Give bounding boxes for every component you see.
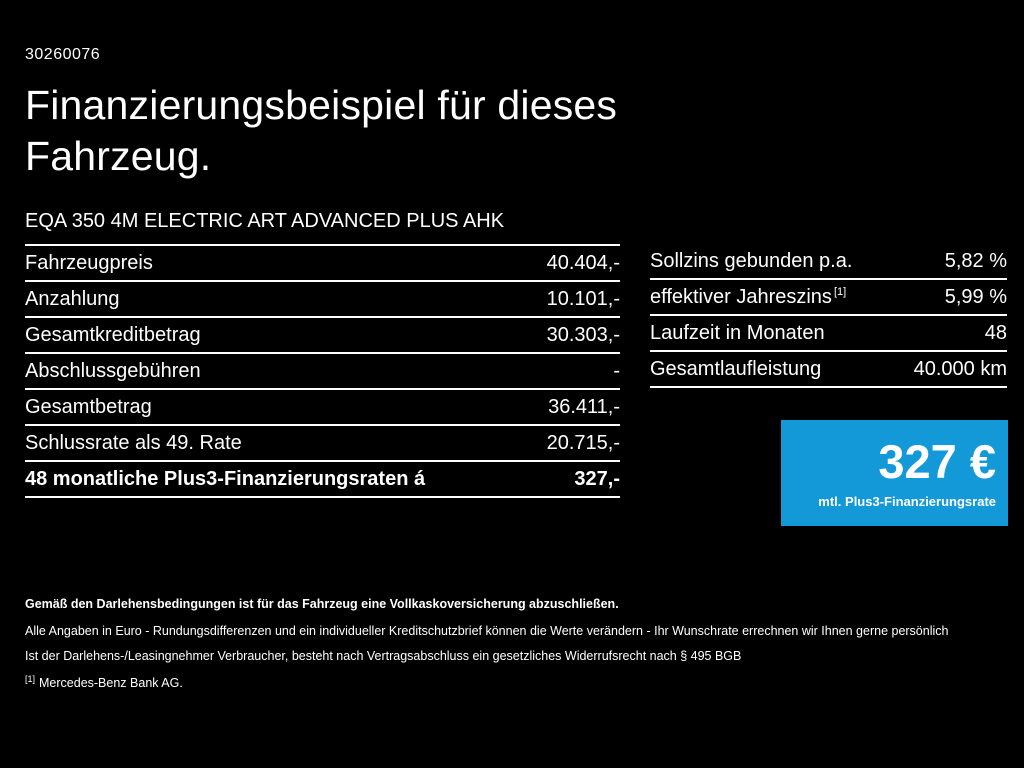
- row-value: 20.715,-: [546, 431, 620, 454]
- table-row: Abschlussgebühren -: [25, 354, 620, 390]
- monthly-rate-amount: 327 €: [878, 434, 996, 488]
- row-label: Gesamtkreditbetrag: [25, 323, 201, 346]
- footnote-withdrawal-right: Ist der Darlehens-/Leasingnehmer Verbrau…: [25, 649, 742, 663]
- table-row: Gesamtbetrag 36.411,-: [25, 390, 620, 426]
- row-value: 40.000 km: [913, 357, 1007, 380]
- row-value: 5,82 %: [944, 249, 1007, 272]
- row-label: Sollzins gebunden p.a.: [650, 249, 853, 272]
- row-value: 30.303,-: [546, 323, 620, 346]
- financing-price-table: Fahrzeugpreis 40.404,- Anzahlung 10.101,…: [25, 244, 620, 498]
- rate-box: 327 € mtl. Plus3-Finanzierungsrate: [781, 420, 1008, 526]
- footnote-disclaimer: Alle Angaben in Euro - Rundungsdifferenz…: [25, 624, 949, 638]
- row-label: Fahrzeugpreis: [25, 251, 153, 274]
- vehicle-model-name: EQA 350 4M ELECTRIC ART ADVANCED PLUS AH…: [25, 210, 505, 232]
- page-title: Finanzierungsbeispiel für dieses Fahrzeu…: [25, 80, 617, 182]
- row-label: Gesamtbetrag: [25, 395, 152, 418]
- row-value: -: [613, 359, 620, 382]
- page-title-line-1: Finanzierungsbeispiel für dieses: [25, 82, 618, 128]
- row-value: 10.101,-: [546, 287, 620, 310]
- table-row: Laufzeit in Monaten 48: [650, 316, 1007, 352]
- table-row: Gesamtlaufleistung 40.000 km: [650, 352, 1007, 388]
- table-row: Sollzins gebunden p.a. 5,82 %: [650, 244, 1007, 280]
- table-row: Fahrzeugpreis 40.404,-: [25, 246, 620, 282]
- row-value: 40.404,-: [546, 251, 620, 274]
- row-label: Anzahlung: [25, 287, 120, 310]
- row-label: Schlussrate als 49. Rate: [25, 431, 242, 454]
- table-row: Anzahlung 10.101,-: [25, 282, 620, 318]
- footnote-bank-text: Mercedes-Benz Bank AG.: [39, 676, 183, 691]
- row-label: Gesamtlaufleistung: [650, 357, 822, 380]
- table-row: Gesamtkreditbetrag 30.303,-: [25, 318, 620, 354]
- financing-terms-table: Sollzins gebunden p.a. 5,82 % effektiver…: [650, 244, 1007, 388]
- table-row-monthly-rate: 48 monatliche Plus3-Finanzierungsraten á…: [25, 462, 620, 498]
- row-label: 48 monatliche Plus3-Finanzierungsraten á: [25, 467, 426, 490]
- document-id: 30260076: [25, 46, 101, 63]
- row-value: 48: [984, 321, 1007, 344]
- row-value: 327,-: [574, 467, 620, 490]
- footnote-bank-reference: [1] Mercedes-Benz Bank AG.: [25, 674, 1015, 691]
- monthly-rate-caption: mtl. Plus3-Finanzierungsrate: [818, 494, 996, 510]
- page-title-line-2: Fahrzeug.: [25, 133, 212, 179]
- row-value: 36.411,-: [548, 395, 620, 418]
- footnote-insurance: Gemäß den Darlehensbedingungen ist für d…: [25, 597, 619, 611]
- footnote-reference-mark: [1]: [25, 674, 36, 684]
- row-label: effektiver Jahreszins [1]: [650, 285, 847, 308]
- table-row: effektiver Jahreszins [1] 5,99 %: [650, 280, 1007, 316]
- table-row: Schlussrate als 49. Rate 20.715,-: [25, 426, 620, 462]
- row-label: Laufzeit in Monaten: [650, 321, 825, 344]
- row-label: Abschlussgebühren: [25, 359, 201, 382]
- footnotes-section: Gemäß den Darlehensbedingungen ist für d…: [25, 597, 1015, 701]
- row-value: 5,99 %: [944, 285, 1007, 308]
- footnote-reference-mark: [1]: [833, 285, 847, 298]
